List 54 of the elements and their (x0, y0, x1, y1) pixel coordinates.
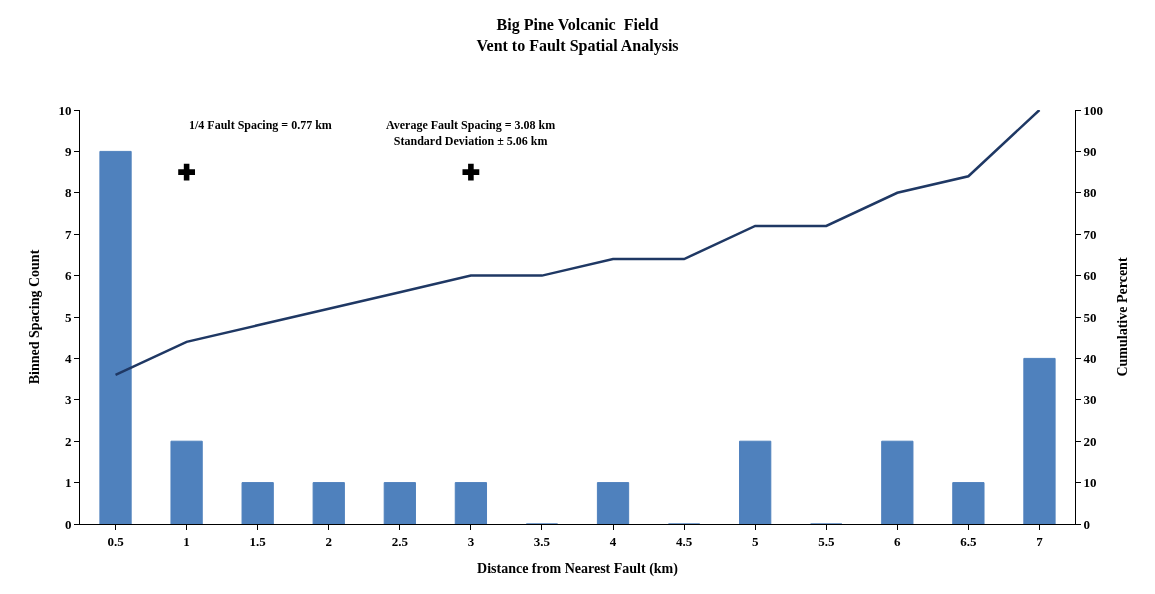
y2-tick-label: 30 (1083, 392, 1097, 408)
x-tick-label: 5 (751, 533, 759, 549)
y-tick-label: 6 (64, 268, 72, 284)
x-tick-label: 1.5 (249, 533, 267, 549)
chart-title: Big Pine Volcanic Field Vent to Fault Spatial Analysis (476, 15, 679, 55)
y2-tick-label: 50 (1083, 309, 1097, 325)
x-axis-title: Distance from Nearest Fault (km) (477, 560, 679, 577)
x-tick-label: 4 (609, 533, 617, 549)
y-tick-label: 8 (64, 185, 72, 201)
y2-tick-label: 70 (1083, 226, 1097, 242)
y2-tick-label: 20 (1083, 433, 1097, 449)
x-tick-label: 0.5 (107, 533, 125, 549)
bar (1023, 357, 1056, 524)
x-tick-label: 2 (325, 533, 332, 549)
bar (881, 440, 914, 524)
bar (596, 482, 630, 524)
bar (99, 150, 132, 524)
x-tick-label: 6.5 (960, 533, 978, 549)
bar (383, 482, 416, 524)
y-tick-label: 3 (64, 392, 72, 408)
y-axis-title: Binned Spacing Count (27, 249, 42, 385)
y2-tick-label: 0 (1083, 516, 1091, 532)
y2-tick-label: 40 (1083, 350, 1097, 366)
y2-tick-label: 100 (1083, 102, 1104, 118)
line-series (114, 110, 1041, 377)
y2-axis-title: Cumulative Percent (1115, 257, 1131, 377)
bar (952, 482, 985, 524)
y2-tick-label: 60 (1083, 268, 1097, 284)
bar (312, 482, 345, 524)
y2-tick-label: 90 (1083, 143, 1097, 159)
x-tick-label: 2.5 (391, 533, 409, 549)
bar (241, 482, 274, 524)
y-tick-label: 9 (64, 143, 72, 159)
y-tick-label: 7 (64, 226, 72, 242)
bar (739, 440, 772, 524)
bar (454, 482, 488, 524)
y-tick-label: 5 (64, 309, 72, 325)
x-tick-label: 7 (1036, 533, 1044, 549)
x-tick-label: 1 (183, 533, 190, 549)
y-tick-label: 0 (64, 516, 72, 532)
x-tick-label: 5.5 (818, 533, 835, 549)
x-tick-label: 4.5 (675, 533, 693, 549)
bar (170, 440, 203, 524)
y-tick-label: 1 (64, 475, 72, 491)
y2-tick-label: 10 (1083, 475, 1097, 491)
x-tick-label: 3.5 (533, 533, 551, 549)
x-tick-label: 3 (467, 533, 475, 549)
y-tick-label: 2 (64, 433, 72, 449)
annotation: 1/4 Fault Spacing = 0.77 km (189, 118, 332, 132)
x-tick-label: 6 (894, 533, 902, 549)
y2-tick-label: 80 (1083, 185, 1097, 201)
y-tick-label: 10 (58, 102, 72, 118)
y-tick-label: 4 (64, 350, 72, 366)
annotation: Average Fault Spacing = 3.08 km Standard Deviation ± 5.06 km (386, 118, 556, 148)
